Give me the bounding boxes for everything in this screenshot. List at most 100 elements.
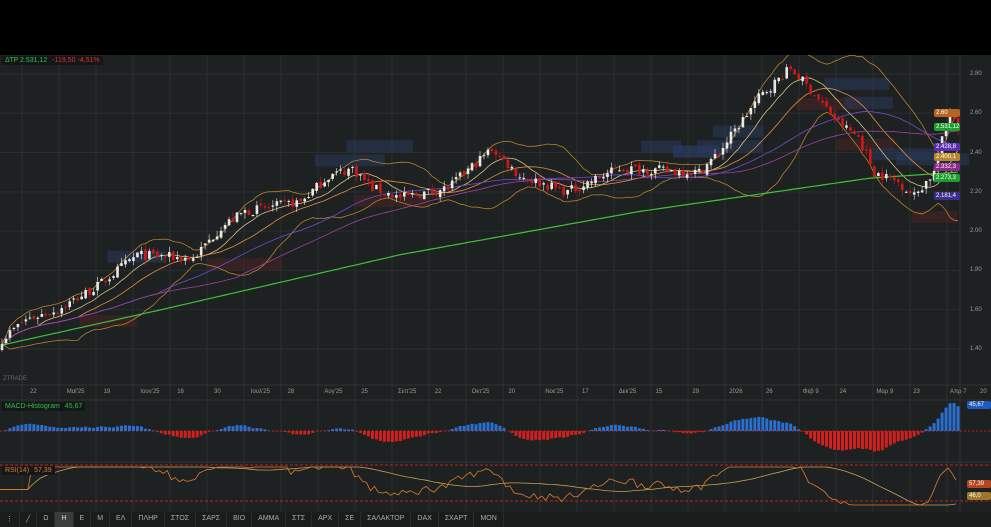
- macd-bar: [72, 426, 76, 431]
- supply-demand-zone: [872, 148, 942, 161]
- top-blank-area: [0, 0, 991, 55]
- candle-body: [438, 190, 442, 197]
- price-tag: 2.60: [934, 109, 960, 118]
- toolbar-button[interactable]: ΣΧΑΡΤ: [439, 512, 475, 527]
- toolbar-button[interactable]: ΑΡΧ: [312, 512, 340, 527]
- toolbar-button[interactable]: ΠΛΗΡ: [132, 512, 165, 527]
- candle-body: [928, 179, 932, 181]
- macd-bar: [765, 418, 769, 431]
- candle-body: [653, 168, 657, 174]
- toolbar-button[interactable]: Η: [55, 512, 74, 527]
- candle-body: [701, 170, 705, 174]
- macd-bar: [825, 431, 829, 447]
- macd-bar: [494, 424, 498, 431]
- toolbar-button[interactable]: Ε: [74, 512, 92, 527]
- candle-body: [490, 148, 494, 152]
- macd-bar: [203, 431, 207, 434]
- time-axis-label: Οκτ'25: [471, 389, 490, 395]
- candle-body: [558, 187, 561, 189]
- candle-body: [315, 182, 318, 191]
- time-axis-label: Αυγ'25: [324, 389, 343, 395]
- candle-body: [375, 184, 378, 190]
- macd-bar: [343, 429, 347, 431]
- macd-bar: [605, 426, 609, 431]
- chart-container[interactable]: ΔΤΡ 2.531,12 -119,50 -4,51% ZTRADE MACD-…: [0, 55, 991, 527]
- macd-bar: [163, 431, 167, 435]
- toolbar-button[interactable]: ╱: [20, 512, 38, 527]
- macd-bar: [578, 431, 582, 435]
- macd-bar: [554, 431, 558, 438]
- price-axis-label: 2.80: [970, 71, 982, 77]
- macd-bar: [721, 425, 725, 431]
- price-axis-label: 2.00: [970, 228, 982, 235]
- time-axis-label: 22: [30, 389, 37, 395]
- toolbar-button[interactable]: ⋮: [0, 512, 20, 527]
- candle-body: [191, 258, 195, 261]
- supply-demand-zone: [641, 140, 682, 153]
- macd-bar: [936, 418, 940, 431]
- candle-body: [40, 314, 44, 317]
- supply-demand-zone: [314, 154, 385, 167]
- toolbar-button[interactable]: Ω: [37, 512, 56, 527]
- candle-body: [626, 170, 629, 173]
- toolbar-button[interactable]: ΣΑΡΣ: [196, 512, 228, 527]
- macd-bar: [673, 431, 677, 433]
- candle-body: [283, 199, 287, 201]
- watermark: ZTRADE: [3, 376, 27, 382]
- macd-bar: [104, 426, 108, 431]
- macd-bar: [829, 431, 833, 449]
- macd-bar: [924, 429, 928, 431]
- macd-bar: [183, 431, 187, 438]
- macd-bar: [884, 431, 888, 448]
- chart-canvas[interactable]: [0, 55, 991, 527]
- candle-body: [916, 191, 920, 193]
- toolbar-button[interactable]: ΣΑΛΑΚΤΟΡ: [361, 512, 412, 527]
- macd-bar: [187, 431, 191, 439]
- macd-bar: [833, 431, 837, 450]
- candle-body: [721, 147, 725, 155]
- candle-body: [912, 192, 916, 195]
- time-axis-label: Απρ 7: [950, 389, 967, 395]
- macd-bar: [920, 431, 924, 433]
- macd-bar: [940, 412, 944, 431]
- toolbar-button[interactable]: ΣΤΣ: [286, 512, 313, 527]
- supply-demand-zone: [207, 258, 282, 271]
- bollinger-lower: [1, 111, 959, 350]
- toolbar-button[interactable]: ΜΟΝ: [474, 512, 504, 527]
- candle-body: [562, 186, 565, 196]
- macd-bar: [749, 418, 753, 431]
- time-axis-label: 17: [582, 389, 589, 395]
- macd-bar: [609, 424, 613, 431]
- macd-bar: [657, 429, 661, 431]
- toolbar-button[interactable]: ΑΜΜΑ: [252, 512, 287, 527]
- candle-body: [36, 317, 40, 319]
- macd-bar: [418, 431, 422, 437]
- toolbar-button[interactable]: ΕΛ: [110, 512, 133, 527]
- macd-bar: [8, 428, 12, 431]
- candle-body: [211, 239, 215, 242]
- candle-body: [259, 203, 263, 206]
- macd-bar: [928, 426, 932, 431]
- toolbar-button[interactable]: Μ: [91, 512, 111, 527]
- toolbar-button[interactable]: ΣΕ: [339, 512, 362, 527]
- candle-body: [602, 176, 605, 179]
- macd-bar: [426, 431, 430, 434]
- supply-demand-zone: [912, 210, 958, 223]
- candle-body: [590, 181, 593, 184]
- candle-body: [140, 250, 143, 255]
- candle-body: [877, 173, 880, 177]
- candle-body: [446, 186, 450, 190]
- candle-body: [781, 78, 785, 80]
- toolbar-button[interactable]: ΣΤΟΣ: [165, 512, 197, 527]
- macd-bar: [458, 425, 462, 431]
- macd-bar: [171, 431, 175, 437]
- toolbar-button[interactable]: ΒΙΟ: [227, 512, 253, 527]
- macd-bar: [916, 431, 920, 435]
- candle-body: [84, 290, 87, 299]
- toolbar-button[interactable]: DAX: [411, 512, 439, 527]
- macd-bar: [207, 431, 211, 432]
- macd-bar: [28, 423, 32, 431]
- candle-body: [399, 194, 402, 198]
- candle-body: [554, 181, 557, 188]
- candle-body: [203, 243, 207, 246]
